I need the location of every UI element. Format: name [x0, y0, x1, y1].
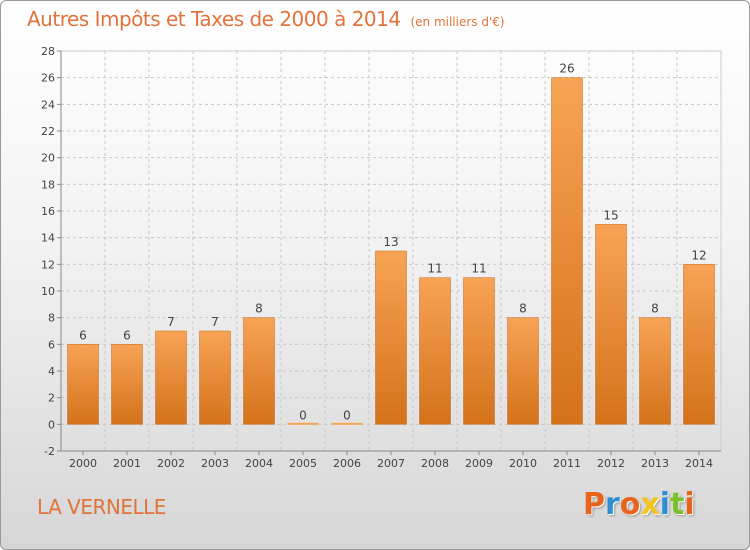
y-tick-label: 8 — [48, 312, 55, 325]
x-tick-label: 2007 — [377, 457, 405, 470]
data-labels: 6 6 7 7 8 0 0 13 11 11 8 26 15 8 12 — [79, 62, 706, 423]
x-tick-label: 2001 — [113, 457, 141, 470]
bar-2009 — [463, 277, 495, 425]
y-tick-label: 28 — [41, 45, 55, 58]
location-name: LA VERNELLE — [37, 495, 166, 519]
data-label: 8 — [255, 302, 263, 316]
y-tick-label: 2 — [48, 392, 55, 405]
logo-letter: P — [583, 487, 605, 522]
y-tick-label: 20 — [41, 152, 55, 165]
bar-2014 — [683, 264, 715, 425]
data-label: 8 — [651, 302, 659, 316]
bar-2001 — [111, 344, 143, 425]
bar-2007 — [375, 250, 407, 425]
y-tick-label: 0 — [48, 418, 55, 431]
y-tick-label: 14 — [41, 232, 55, 245]
bar-2003 — [199, 330, 231, 425]
logo-letter: i — [659, 487, 671, 522]
x-tick-label: 2002 — [157, 457, 185, 470]
x-tick-label: 2004 — [245, 457, 273, 470]
data-label: 13 — [383, 235, 398, 249]
y-tick-label: 18 — [41, 178, 55, 191]
y-tick-label: 16 — [41, 205, 55, 218]
data-label: 7 — [211, 315, 219, 329]
data-label: 8 — [519, 302, 527, 316]
y-tick-label: 6 — [48, 338, 55, 351]
x-tick-label: 2012 — [597, 457, 625, 470]
logo-letter: i — [684, 487, 695, 522]
bar-2004 — [243, 317, 275, 425]
x-tick-label: 2008 — [421, 457, 449, 470]
data-label: 0 — [343, 408, 351, 422]
data-label: 7 — [167, 315, 175, 329]
proxiti-logo: Proxiti — [583, 487, 695, 522]
bar-2002 — [155, 330, 187, 425]
x-tick-label: 2005 — [289, 457, 317, 470]
data-label: 12 — [691, 248, 706, 262]
bar-2006 — [331, 422, 363, 425]
bar-2005 — [287, 422, 319, 425]
data-label: 26 — [559, 62, 574, 76]
bar-2013 — [639, 317, 671, 425]
chart-title-text: Autres Impôts et Taxes de 2000 à 2014 — [27, 7, 401, 31]
x-tick-label: 2009 — [465, 457, 493, 470]
x-tick-label: 2011 — [553, 457, 581, 470]
logo-letter: o — [619, 487, 641, 522]
data-label: 15 — [603, 208, 618, 222]
data-label: 6 — [79, 328, 87, 342]
bar-2012 — [595, 224, 627, 425]
data-label: 0 — [299, 408, 307, 422]
x-tick-label: 2014 — [685, 457, 713, 470]
bar-2010 — [507, 317, 539, 425]
y-tick-label: 10 — [41, 285, 55, 298]
bar-2008 — [419, 277, 451, 425]
x-tick-label: 2003 — [201, 457, 229, 470]
logo-letter: r — [605, 487, 620, 522]
y-tick-label: 12 — [41, 258, 55, 271]
y-tick-label: 24 — [41, 98, 55, 111]
y-tick-label: 22 — [41, 125, 55, 138]
y-tick-label: -2 — [44, 445, 55, 458]
chart-title: Autres Impôts et Taxes de 2000 à 2014 (e… — [27, 7, 505, 31]
logo-letter: t — [670, 487, 685, 522]
bar-2011 — [551, 77, 583, 425]
bar-2000 — [67, 344, 99, 425]
y-tick-label: 4 — [48, 365, 55, 378]
chart-unit-subtitle: (en milliers d'€) — [410, 15, 505, 29]
data-label: 11 — [471, 262, 486, 276]
logo-letter: x — [640, 487, 660, 522]
bars — [67, 77, 715, 425]
data-label: 11 — [427, 262, 442, 276]
x-tick-label: 2013 — [641, 457, 669, 470]
x-tick-label: 2010 — [509, 457, 537, 470]
x-tick-label: 2006 — [333, 457, 361, 470]
data-label: 6 — [123, 328, 131, 342]
x-tick-label: 2000 — [69, 457, 97, 470]
y-tick-label: 26 — [41, 72, 55, 85]
